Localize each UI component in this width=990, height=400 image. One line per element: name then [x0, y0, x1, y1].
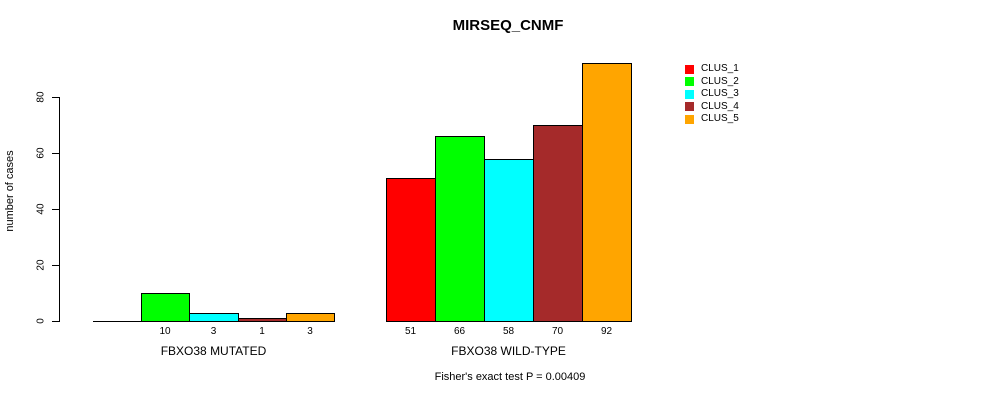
legend: CLUS_1 CLUS_2 CLUS_3 CLUS_4 CLUS_5 — [685, 63, 739, 126]
y-tick-label: 80 — [35, 91, 47, 103]
chart-title: MIRSEQ_CNMF — [452, 17, 564, 34]
legend-swatch-clus_5 — [685, 114, 694, 124]
legend-label: CLUS_3 — [701, 88, 739, 99]
y-axis-tick — [52, 153, 59, 154]
y-tick-label: 40 — [35, 203, 47, 215]
y-tick-label: 60 — [35, 147, 47, 159]
legend-swatch-clus_1 — [685, 64, 694, 74]
bar-clus_3-mutated — [189, 313, 239, 321]
bar-clus_5-wildtype — [582, 63, 632, 321]
group-baseline — [93, 321, 335, 322]
y-axis-title: number of cases — [4, 150, 16, 232]
legend-label: CLUS_4 — [701, 100, 739, 112]
y-axis-tick — [52, 321, 59, 322]
legend-label: CLUS_1 — [701, 63, 739, 74]
bar-count-label: 1 — [259, 326, 265, 337]
group-baseline — [386, 321, 632, 322]
bar-clus_2-wildtype — [435, 136, 485, 321]
bar-count-label: 3 — [307, 326, 313, 337]
legend-swatch-clus_4 — [685, 102, 694, 112]
y-axis-tick — [52, 97, 59, 98]
legend-item-clus_3: CLUS_3 — [685, 88, 739, 101]
legend-swatch-clus_3 — [685, 89, 694, 99]
bar-count-label: 58 — [502, 326, 515, 337]
legend-swatch-clus_2 — [685, 77, 694, 87]
legend-item-clus_1: CLUS_1 — [685, 63, 739, 76]
bar-clus_1-wildtype — [386, 178, 436, 321]
legend-item-clus_5: CLUS_5 — [685, 113, 739, 126]
legend-item-clus_4: CLUS_4 — [685, 101, 739, 114]
fisher-test-annotation: Fisher's exact test P = 0.00409 — [434, 371, 586, 383]
y-axis-tick — [52, 209, 59, 210]
y-tick-label: 0 — [35, 318, 47, 324]
bar-clus_3-wildtype — [484, 159, 534, 321]
bar-count-label: 10 — [159, 326, 171, 337]
y-tick-label: 20 — [35, 259, 47, 271]
bar-count-label: 66 — [453, 326, 466, 337]
bar-clus_5-mutated — [286, 313, 335, 321]
x-category-label: FBXO38 WILD-TYPE — [451, 344, 566, 358]
bar-count-label: 51 — [404, 326, 417, 337]
x-category-label: FBXO38 MUTATED — [160, 344, 267, 358]
bar-count-label: 3 — [210, 326, 217, 337]
bar-count-label: 70 — [551, 326, 564, 337]
bar-clus_4-wildtype — [533, 125, 583, 321]
bar-count-label: 92 — [600, 326, 613, 337]
bar-clus_2-mutated — [141, 293, 190, 321]
legend-item-clus_2: CLUS_2 — [685, 76, 739, 89]
legend-label: CLUS_2 — [701, 75, 739, 87]
legend-label: CLUS_5 — [701, 113, 739, 124]
y-axis-line — [59, 97, 60, 322]
y-axis-tick — [52, 265, 59, 266]
